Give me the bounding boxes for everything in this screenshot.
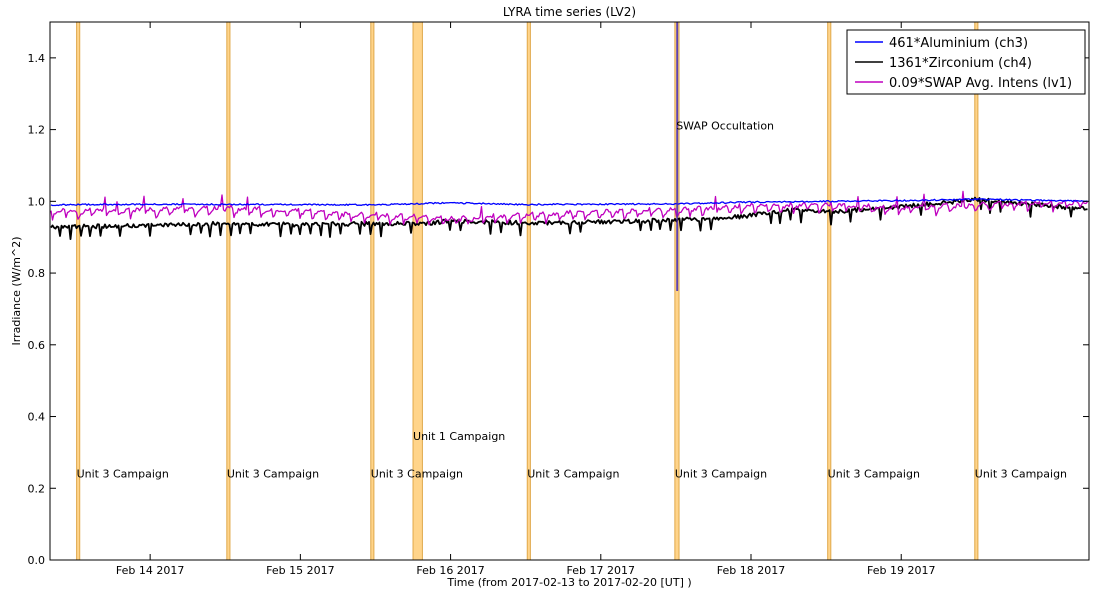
- chart-title: LYRA time series (LV2): [503, 5, 636, 19]
- campaign-labels: Unit 3 Campaign Unit 3 Campaign Unit 3 Cam…: [77, 120, 1067, 481]
- campaign-label: Unit 3 Campaign: [77, 468, 169, 481]
- y-tick-label: 0.2: [28, 482, 46, 495]
- x-tick-label: Feb 17 2017: [567, 564, 635, 577]
- y-tick-label: 1.0: [28, 195, 46, 208]
- y-axis-label: Irradiance (W/m^2): [10, 237, 23, 346]
- series-line-swap: [50, 190, 1088, 226]
- campaign-label: Unit 3 Campaign: [828, 468, 920, 481]
- campaign-label: Unit 1 Campaign: [413, 430, 505, 443]
- y-tick-label: 0.0: [28, 554, 46, 567]
- x-tick-label: Feb 15 2017: [266, 564, 334, 577]
- y-tick-label: 0.6: [28, 339, 46, 352]
- x-tick-label: Feb 14 2017: [116, 564, 184, 577]
- campaign-label: Unit 3 Campaign: [527, 468, 619, 481]
- campaign-label: Unit 3 Campaign: [371, 468, 463, 481]
- legend-entry: 1361*Zirconium (ch4): [889, 56, 1032, 71]
- x-tick-label: Feb 19 2017: [867, 564, 935, 577]
- legend: 461*Aluminium (ch3) 1361*Zirconium (ch4) 0…: [846, 29, 1086, 95]
- campaign-label: Unit 3 Campaign: [975, 468, 1067, 481]
- campaign-label: Unit 3 Campaign: [675, 468, 767, 481]
- x-tick-label: Feb 16 2017: [416, 564, 484, 577]
- axis-ticks: Feb 14 2017 Feb 15 2017 Feb 16 2017 Feb 17 …: [28, 22, 1089, 577]
- campaign-label: Unit 3 Campaign: [227, 468, 319, 481]
- y-tick-label: 1.4: [28, 52, 46, 65]
- x-tick-label: Feb 18 2017: [717, 564, 785, 577]
- x-axis-label: Time (from 2017-02-13 to 2017-02-20 [UT]…: [446, 576, 691, 589]
- occultation-label: SWAP Occultation: [676, 120, 774, 133]
- y-tick-label: 1.2: [28, 124, 46, 137]
- series-line-zirconium: [50, 196, 1088, 240]
- legend-entry: 0.09*SWAP Avg. Intens (lv1): [889, 76, 1072, 91]
- series-line-aluminium: [50, 197, 1088, 207]
- y-tick-label: 0.8: [28, 267, 46, 280]
- plot-area: [49, 21, 1090, 561]
- series-lines: [50, 22, 1088, 291]
- legend-entry: 461*Aluminium (ch3): [889, 36, 1028, 51]
- y-tick-label: 0.4: [28, 411, 46, 424]
- legend-box: [846, 29, 1086, 95]
